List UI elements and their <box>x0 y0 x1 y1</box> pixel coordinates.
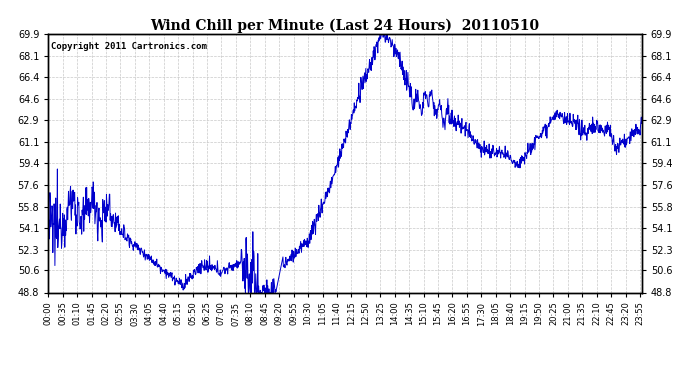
Title: Wind Chill per Minute (Last 24 Hours)  20110510: Wind Chill per Minute (Last 24 Hours) 20… <box>150 18 540 33</box>
Text: Copyright 2011 Cartronics.com: Copyright 2011 Cartronics.com <box>51 42 207 51</box>
